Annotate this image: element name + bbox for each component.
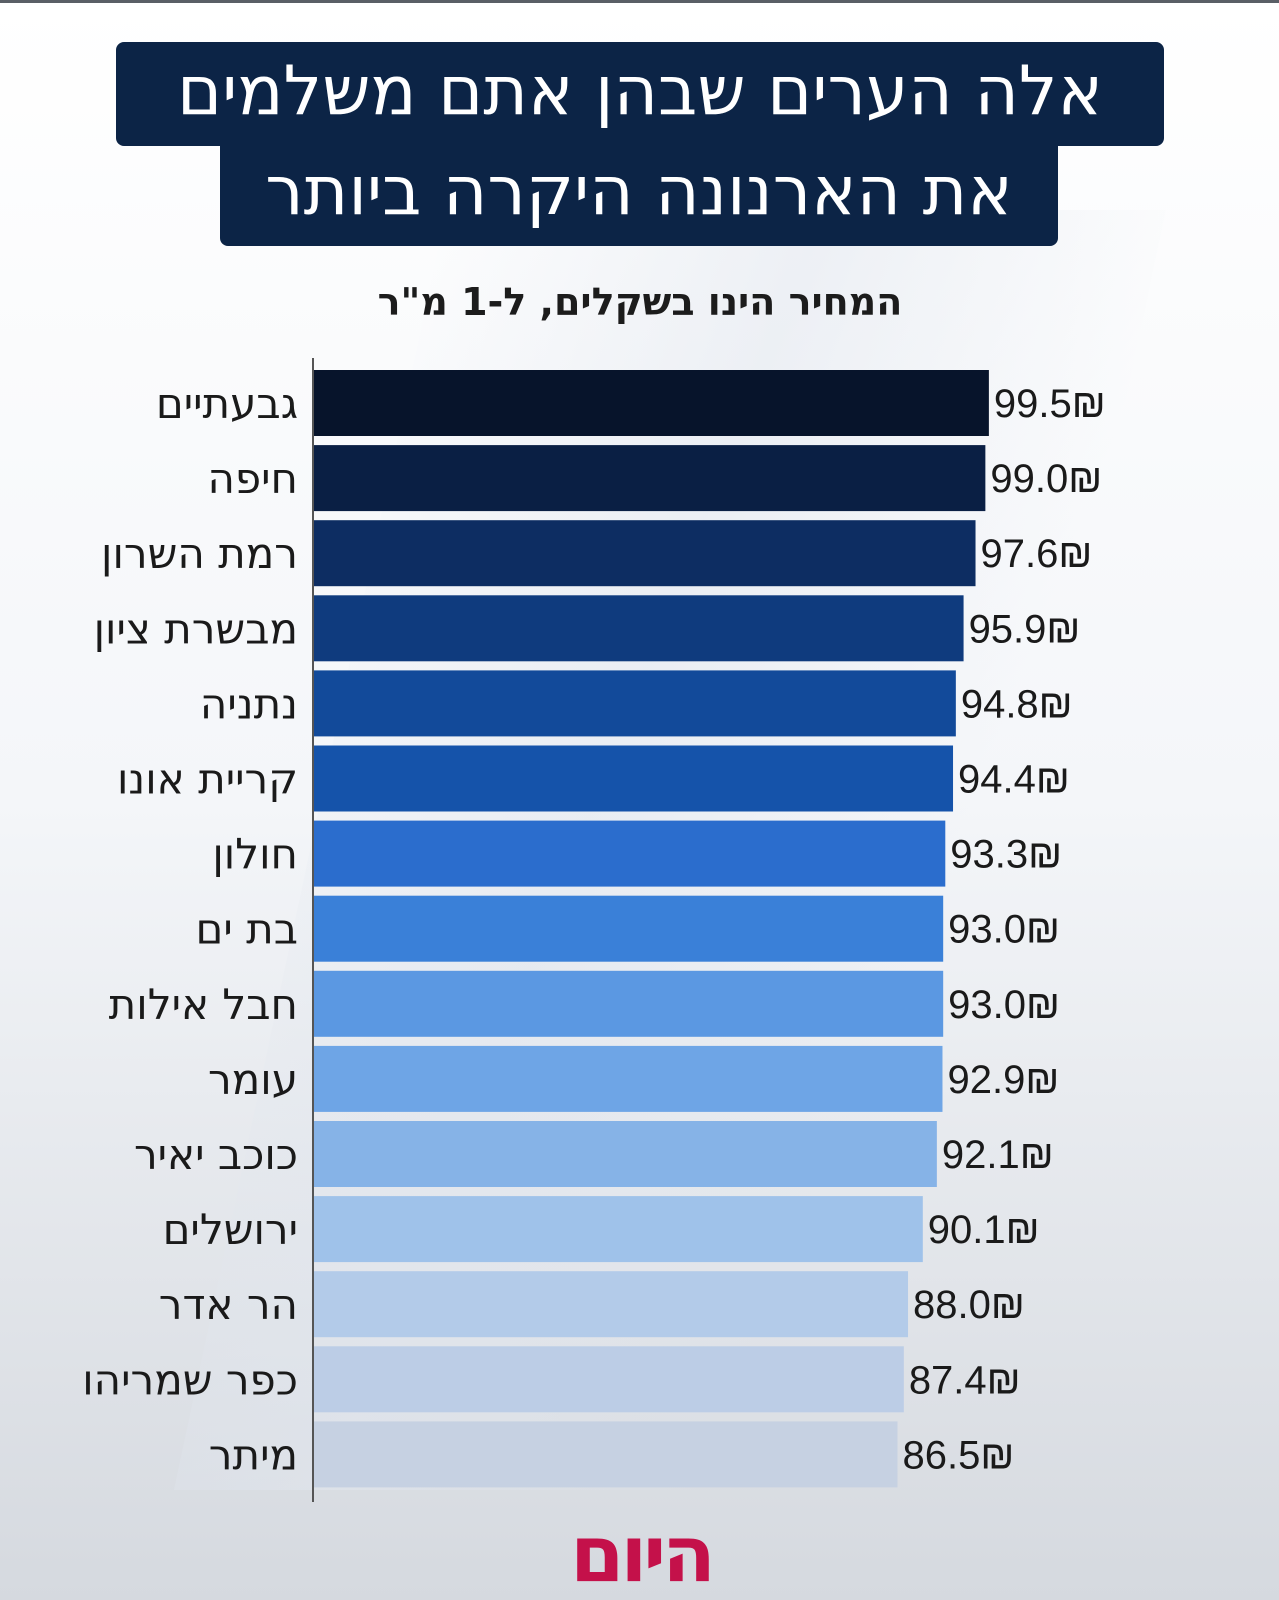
category-label-2: חיפה <box>207 454 298 503</box>
category-label-4: מבשרת ציון <box>94 604 298 653</box>
title-line-1: אלה הערים שבהן אתם משלמים <box>116 42 1164 146</box>
bar-2 <box>314 445 986 512</box>
category-label-6: קריית אונו <box>117 755 298 804</box>
bar-7 <box>314 820 946 887</box>
category-label-12: ירושלים <box>163 1205 298 1254</box>
value-label-14: 87.4₪ <box>909 1358 1021 1402</box>
bar-5 <box>314 670 956 737</box>
value-label-1: 99.5₪ <box>994 382 1106 426</box>
category-label-10: עומר <box>208 1055 298 1104</box>
bar-6 <box>314 745 954 812</box>
bar-14 <box>314 1346 904 1413</box>
chart-subtitle: המחיר הינו בשקלים, ל-1 מ"ר <box>377 280 903 324</box>
brand-logo: היום <box>570 1510 716 1600</box>
bar-3 <box>314 520 976 587</box>
bar-15 <box>314 1421 898 1488</box>
bar-13 <box>314 1271 909 1338</box>
value-label-8: 93.0₪ <box>948 908 1060 952</box>
value-label-12: 90.1₪ <box>928 1208 1040 1252</box>
bar-12 <box>314 1196 923 1263</box>
category-label-15: מיתר <box>209 1430 298 1479</box>
value-label-13: 88.0₪ <box>913 1283 1025 1327</box>
value-label-2: 99.0₪ <box>990 457 1102 501</box>
category-label-14: כפר שמריהו <box>82 1355 298 1404</box>
category-label-8: בת ים <box>196 905 299 954</box>
value-label-7: 93.3₪ <box>950 833 1062 877</box>
bar-1 <box>314 370 989 436</box>
bar-4 <box>314 595 964 662</box>
value-label-11: 92.1₪ <box>942 1133 1054 1177</box>
value-label-9: 93.0₪ <box>948 983 1060 1027</box>
value-label-3: 97.6₪ <box>981 532 1093 576</box>
category-label-13: הר אדר <box>159 1280 298 1329</box>
bar-8 <box>314 895 944 962</box>
value-label-15: 86.5₪ <box>902 1433 1014 1477</box>
title-line-2: את הארנונה היקרה ביותר <box>220 142 1058 246</box>
value-label-5: 94.8₪ <box>961 682 1073 726</box>
category-label-9: חבל אילות <box>109 980 298 1029</box>
bar-9 <box>314 970 944 1037</box>
category-label-5: נתניה <box>200 679 298 728</box>
category-label-3: רמת השרון <box>101 529 298 578</box>
category-label-7: חולון <box>212 830 298 879</box>
top-border <box>0 0 1279 3</box>
category-label-1: גבעתיים <box>156 379 298 428</box>
category-label-11: כוכב יאיר <box>134 1130 298 1179</box>
value-label-4: 95.9₪ <box>969 607 1081 651</box>
bar-10 <box>314 1045 943 1112</box>
bar-11 <box>314 1121 937 1187</box>
value-label-10: 92.9₪ <box>947 1058 1059 1102</box>
value-label-6: 94.4₪ <box>958 758 1070 802</box>
